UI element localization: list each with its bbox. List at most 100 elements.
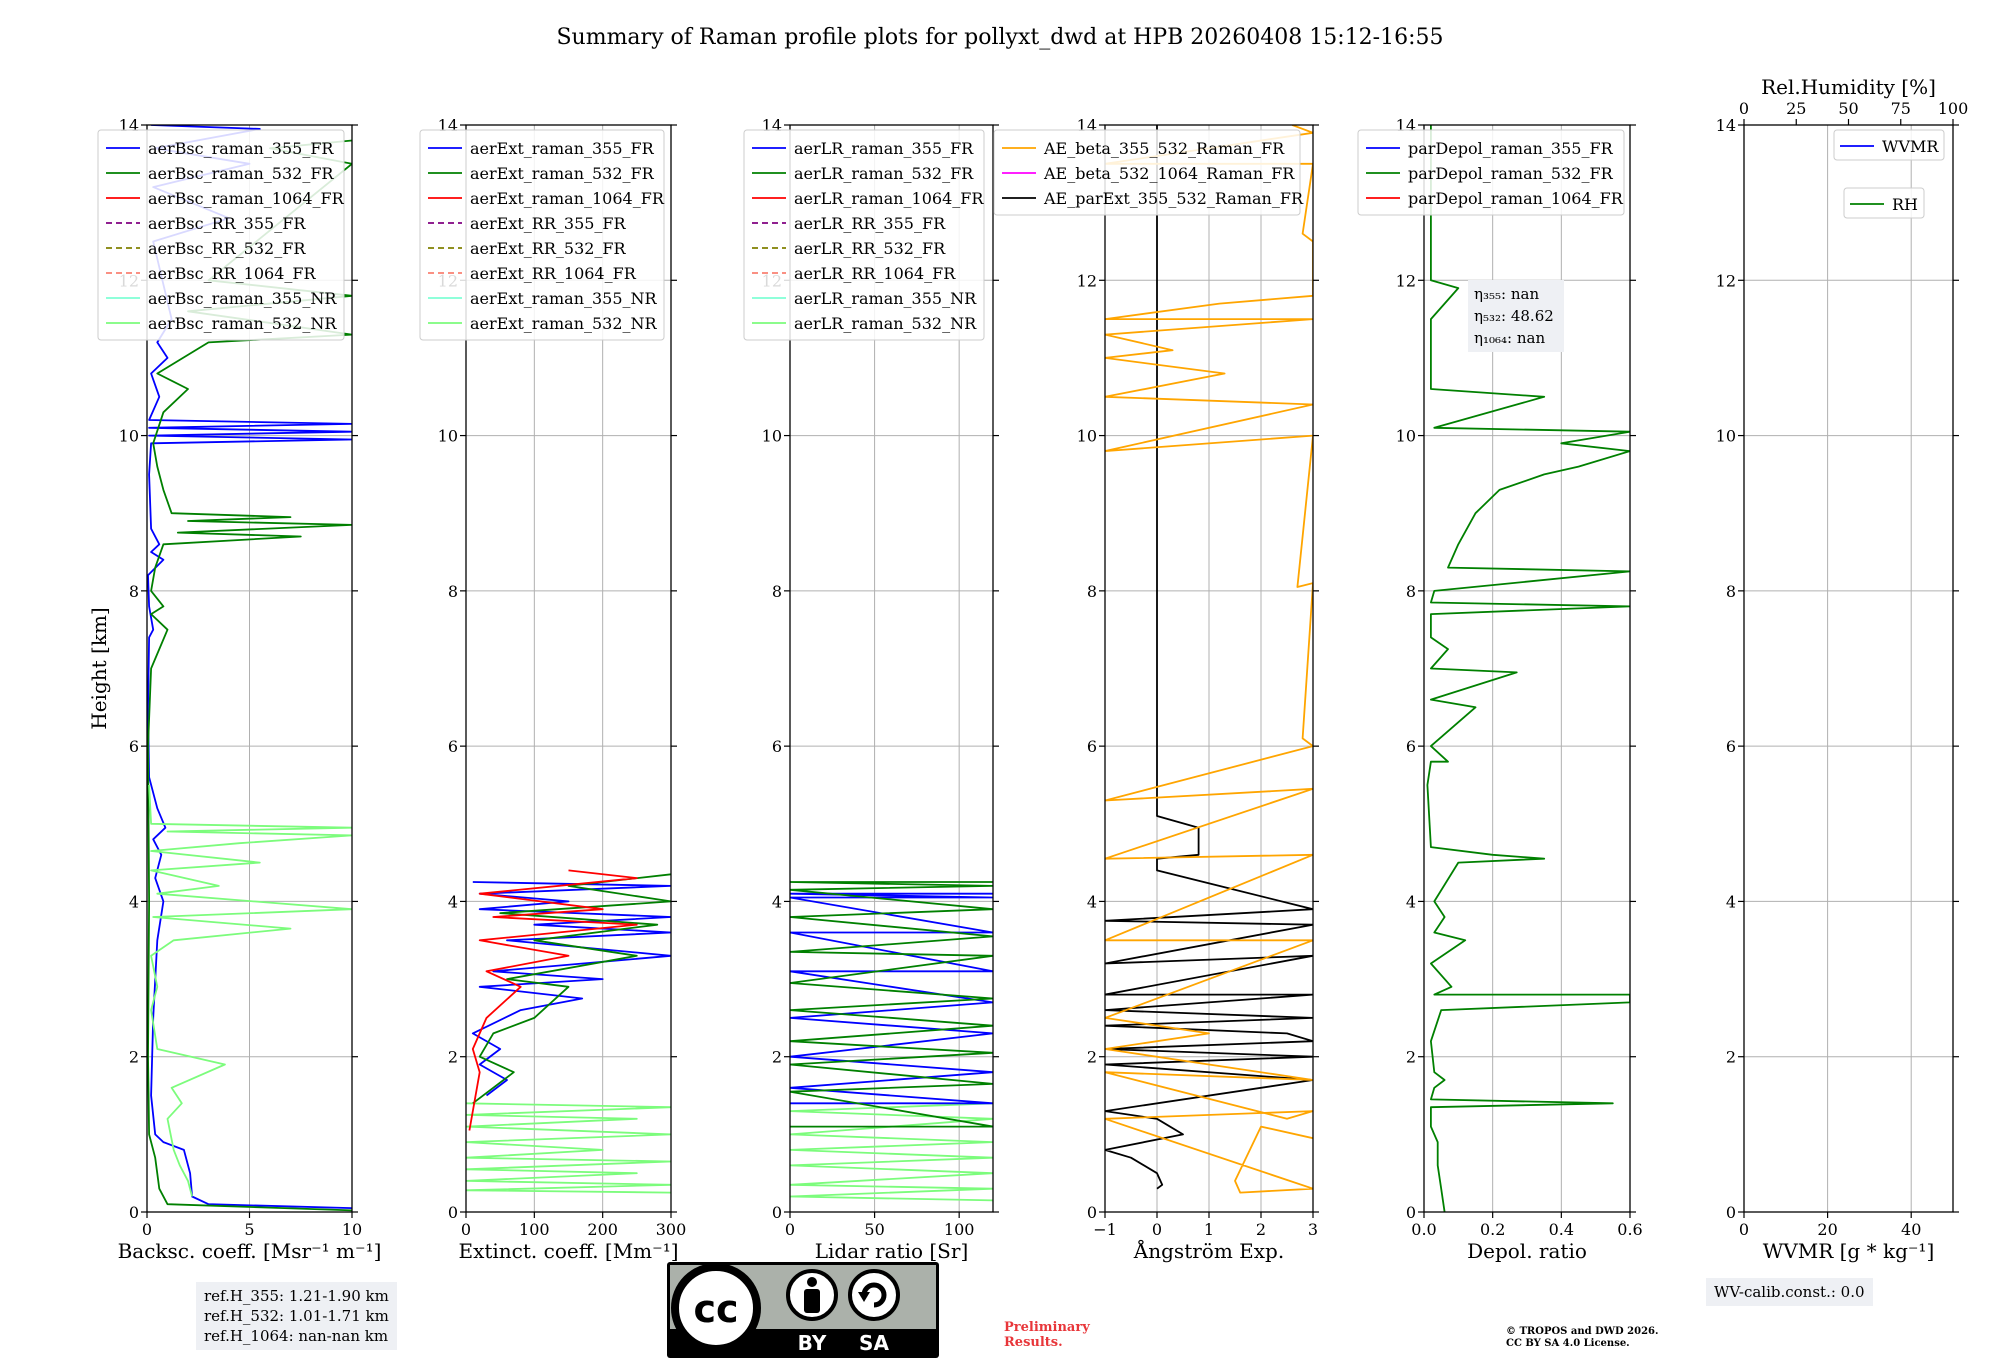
copyright-note: © TROPOS and DWD 2026. CC BY SA 4.0 Lice… [1506,1326,1658,1350]
y-tick-label: 10 [1716,427,1736,446]
legend-label: aerLR_RR_532_FR [794,239,946,258]
by-person-icon [786,1269,838,1321]
x-tick-label: 300 [656,1220,687,1239]
series-parDepol_raman_532_FR [1426,125,1630,1212]
series-group [1426,125,1630,1212]
y-tick-label: 0 [1726,1203,1736,1222]
y-tick-label: 6 [129,737,139,756]
axes-frame [1423,124,1631,1213]
legend-label: aerBsc_RR_1064_FR [148,264,317,283]
y-tick-label: 4 [129,892,139,911]
y-tick-label: 14 [1716,116,1736,135]
x-axis-label: WVMR [g * kg⁻¹] [1763,1239,1935,1263]
y-tick-label: 2 [772,1048,782,1067]
legend-label: RH [1892,195,1918,214]
legend: parDepol_raman_355_FR parDepol_raman_532_… [1357,129,1625,216]
legend-label: aerLR_RR_1064_FR [794,264,956,283]
preliminary-line-1: Preliminary [1004,1320,1090,1335]
y-tick-label: 4 [1087,892,1097,911]
x-tick-label: 50 [864,1220,884,1239]
x-axis-label: Lidar ratio [Sr] [815,1239,969,1263]
panels: 051002468101214Backsc. coeff. [Msr⁻¹ m⁻¹… [87,75,1968,1263]
ref-height-355: ref.H_355: 1.21-1.90 km [204,1287,389,1305]
legend-label: AE_parExt_355_532_Raman_FR [1043,189,1304,208]
legend: AE_beta_355_532_Raman_FR AE_beta_532_1064… [993,129,1304,216]
legend-label: aerBsc_raman_1064_FR [148,189,345,208]
series-aerExt_raman_532_NR [466,1102,671,1194]
series-aerExt_raman_1064_FR [468,869,638,1131]
copyright-line-2: CC BY SA 4.0 License. [1506,1338,1630,1349]
ref-height-1064: ref.H_1064: nan-nan km [204,1327,389,1345]
series-aerLR_raman_355_FR [790,892,993,1105]
y-tick-label: 6 [448,737,458,756]
y-tick-label: 6 [1087,737,1097,756]
top-tick-label: 100 [1938,99,1969,118]
series-group [790,881,993,1202]
legend-label: aerExt_raman_355_NR [470,289,658,308]
y-tick-label: 10 [762,427,782,446]
cc-logo-icon [671,1263,761,1353]
y-tick-label: 6 [1726,737,1736,756]
series-aerLR_raman_532_FR [790,881,993,1128]
y-tick-label: 4 [772,892,782,911]
copyright-line-1: © TROPOS and DWD 2026. [1506,1326,1659,1337]
series-aerExt_raman_532_FR [472,873,671,1105]
legend-label: aerLR_RR_355_FR [794,214,946,233]
y-tick-label: 4 [448,892,458,911]
eta-box-bg [1468,280,1564,352]
axes-frame [465,124,672,1213]
legend-box [97,129,345,341]
x-tick-label: 20 [1817,1220,1837,1239]
y-tick-label: 4 [1726,892,1736,911]
ref-height-532: ref.H_532: 1.01-1.71 km [204,1307,389,1325]
x-tick-label: 1 [1204,1220,1214,1239]
x-tick-label: −1 [1093,1220,1117,1239]
legend-box [419,129,665,341]
legend-label: aerBsc_RR_532_FR [148,239,306,258]
legend-label: aerLR_raman_355_FR [794,139,974,158]
y-tick-label: 8 [1087,582,1097,601]
y-tick-label: 0 [1406,1203,1416,1222]
wv-calib-text: WV-calib.const.: 0.0 [1714,1283,1865,1301]
y-tick-label: 12 [1396,271,1416,290]
legend-label: aerExt_RR_1064_FR [470,264,637,283]
preliminary-note: Preliminary Results. [1004,1320,1090,1350]
axes-frame [1743,124,1954,1213]
legend-label: aerLR_raman_1064_FR [794,189,984,208]
y-tick-label: 2 [1087,1048,1097,1067]
x-tick-label: 5 [244,1220,254,1239]
legend-label: aerBsc_RR_355_FR [148,214,306,233]
legend-label: aerLR_raman_532_NR [794,314,977,333]
y-tick-label: 8 [448,582,458,601]
x-tick-label: 0.6 [1617,1220,1642,1239]
legend-label: aerLR_raman_532_FR [794,164,974,183]
legend-box [743,129,985,341]
grid [1104,124,1314,1213]
x-tick-label: 3 [1308,1220,1318,1239]
legend-label: aerLR_raman_355_NR [794,289,977,308]
legend-label: WVMR [1882,137,1939,156]
legend-label: aerExt_RR_355_FR [470,214,627,233]
legend-label: aerExt_raman_355_FR [470,139,655,158]
legend-label: parDepol_raman_355_FR [1408,139,1614,158]
x-tick-label: 200 [587,1220,618,1239]
x-tick-label: 100 [944,1220,975,1239]
y-tick-label: 0 [448,1203,458,1222]
by-label: BY [798,1331,827,1355]
y-tick-label: 2 [1406,1048,1416,1067]
legend-label: AE_beta_355_532_Raman_FR [1043,139,1285,158]
eta-1064: η₁₀₆₄: nan [1474,329,1545,347]
legend-label: aerExt_raman_1064_FR [470,189,665,208]
y-axis-label: Height [km] [87,607,111,729]
series-aerLR_raman_532_NR [790,1102,993,1202]
y-tick-label: 0 [772,1203,782,1222]
legend-label: aerBsc_raman_355_FR [148,139,334,158]
x-axis-label: Depol. ratio [1467,1239,1587,1263]
legend-label: aerExt_raman_532_FR [470,164,655,183]
figure-title: Summary of Raman profile plots for polly… [556,25,1443,50]
legend-box [1357,129,1625,216]
legend: aerExt_raman_355_FR aerExt_raman_532_FRae… [419,129,665,341]
panel-ext: 010020030002468101214Extinct. coeff. [Mm… [419,116,687,1263]
x-tick-label: 0.0 [1411,1220,1436,1239]
